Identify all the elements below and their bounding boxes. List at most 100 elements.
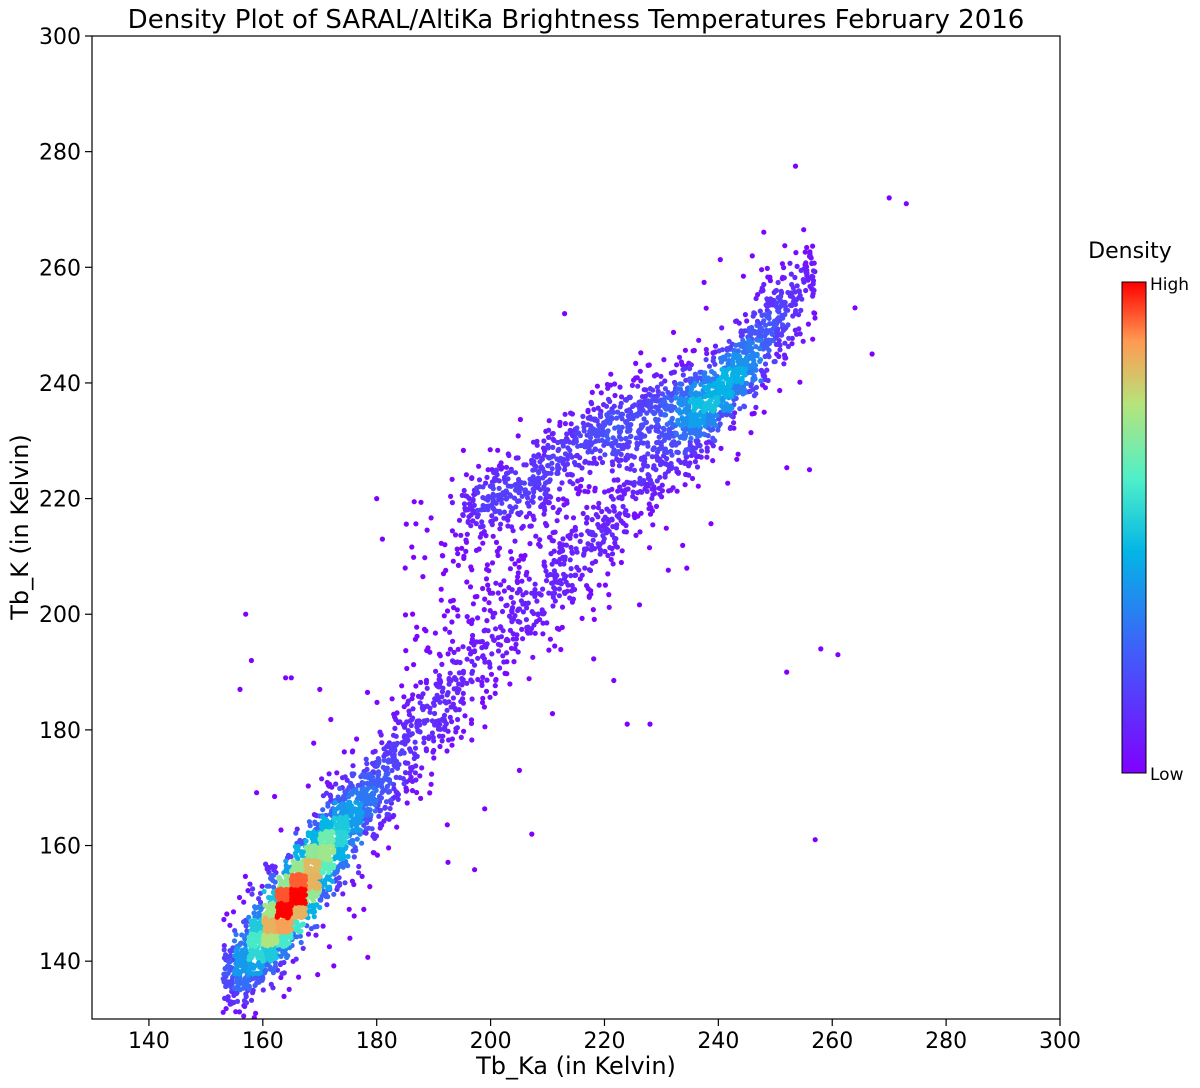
scatter-point <box>332 799 338 806</box>
scatter-point <box>490 614 496 620</box>
scatter-point <box>492 683 498 689</box>
scatter-point <box>507 504 513 510</box>
scatter-point <box>427 790 433 796</box>
scatter-point <box>546 647 552 653</box>
scatter-point <box>541 469 548 475</box>
scatter-point <box>239 932 245 938</box>
scatter-point <box>631 479 638 486</box>
scatter-point <box>501 509 507 515</box>
scatter-point <box>469 737 475 743</box>
scatter-point <box>666 435 672 441</box>
scatter-point <box>617 384 623 390</box>
scatter-point <box>710 443 716 449</box>
scatter-point <box>490 483 496 489</box>
scatter-point <box>414 789 420 796</box>
scatter-point <box>540 586 546 592</box>
scatter-point <box>451 686 457 692</box>
scatter-point <box>638 401 644 407</box>
scatter-point <box>292 850 298 856</box>
x-tick-label: 140 <box>128 1029 170 1054</box>
scatter-point <box>552 575 558 582</box>
scatter-point <box>794 283 800 289</box>
scatter-point <box>451 649 457 656</box>
scatter-point <box>469 668 476 675</box>
scatter-point <box>382 804 388 811</box>
scatter-point <box>437 699 443 705</box>
scatter-point <box>595 541 601 547</box>
scatter-point <box>704 454 710 460</box>
scatter-point <box>567 447 573 453</box>
scatter-point <box>493 626 499 632</box>
scatter-point <box>472 867 478 873</box>
scatter-point <box>766 310 773 316</box>
scatter-point <box>349 821 355 828</box>
scatter-point <box>634 440 640 446</box>
scatter-point <box>328 834 334 840</box>
scatter-point <box>479 519 485 525</box>
scatter-point <box>394 764 400 770</box>
scatter-point <box>454 659 460 665</box>
scatter-point <box>811 260 817 266</box>
scatter-point <box>564 461 571 467</box>
scatter-point <box>413 521 419 527</box>
scatter-point <box>430 734 436 741</box>
scatter-point <box>283 873 289 879</box>
scatter-point <box>520 592 526 598</box>
scatter-point <box>527 481 533 487</box>
scatter-point <box>470 632 476 639</box>
scatter-point <box>562 411 568 417</box>
scatter-point <box>575 478 581 484</box>
scatter-point <box>252 982 258 989</box>
scatter-point <box>544 499 550 505</box>
scatter-point <box>723 394 729 400</box>
scatter-point <box>674 432 680 438</box>
scatter-point <box>501 578 507 584</box>
scatter-point <box>638 456 644 462</box>
scatter-point <box>444 608 451 614</box>
scatter-point <box>323 893 329 900</box>
scatter-point <box>489 518 496 524</box>
scatter-point <box>709 368 715 375</box>
scatter-point <box>653 418 660 424</box>
scatter-point <box>321 852 327 858</box>
scatter-point <box>496 478 502 484</box>
scatter-point <box>602 452 608 458</box>
scatter-point <box>570 515 577 521</box>
scatter-point <box>303 838 309 844</box>
scatter-point <box>512 646 518 652</box>
scatter-point <box>591 416 597 422</box>
scatter-point <box>616 463 623 469</box>
scatter-point <box>432 710 438 717</box>
scatter-point <box>404 665 410 672</box>
scatter-point <box>770 331 776 337</box>
scatter-point <box>683 471 689 478</box>
scatter-point <box>394 710 400 716</box>
scatter-point <box>811 287 817 293</box>
scatter-point <box>497 510 503 516</box>
scatter-point <box>545 454 551 460</box>
scatter-point <box>526 510 533 516</box>
scatter-point <box>581 428 587 434</box>
scatter-point <box>350 748 356 754</box>
scatter-point <box>779 301 785 307</box>
scatter-point <box>294 826 300 832</box>
scatter-point <box>740 391 746 397</box>
scatter-point <box>645 451 651 457</box>
scatter-point <box>436 673 442 679</box>
scatter-point <box>697 369 703 375</box>
scatter-point <box>758 378 764 384</box>
scatter-point <box>468 717 475 723</box>
scatter-point <box>482 806 488 812</box>
scatter-point <box>615 449 621 455</box>
scatter-point <box>511 659 517 665</box>
scatter-point <box>782 340 788 346</box>
scatter-point <box>423 748 429 754</box>
scatter-point <box>281 993 287 1000</box>
scatter-point <box>580 413 586 419</box>
scatter-point <box>512 613 518 619</box>
scatter-point <box>419 705 425 711</box>
scatter-point <box>476 546 482 552</box>
scatter-point <box>549 460 555 466</box>
scatter-point <box>785 307 791 313</box>
scatter-point <box>513 504 519 510</box>
